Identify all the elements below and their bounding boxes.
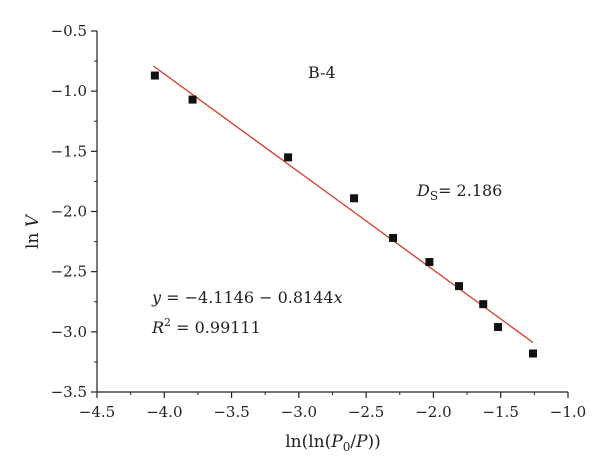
data-point: [494, 323, 503, 332]
data-points: [150, 71, 538, 358]
data-point: [454, 282, 463, 291]
data-point: [188, 95, 197, 104]
y-tick-label: −1.5: [51, 142, 87, 160]
y-tick-label: −3.5: [51, 383, 87, 401]
x-tick-label: −1.0: [550, 403, 586, 421]
data-point: [529, 349, 538, 358]
fit-equation: y = −4.1146 − 0.8144x: [151, 288, 343, 307]
data-point: [479, 300, 488, 309]
y-ticks: −0.5 −1.0 −1.5 −2.0 −2.5 −3.0 −3.5: [51, 22, 97, 401]
x-tick-label: −1.5: [482, 403, 518, 421]
x-axis-title: ln(ln(P0/P)): [285, 432, 381, 454]
y-tick-label: −2.0: [51, 203, 87, 221]
plot-axes: [96, 31, 568, 393]
data-point: [150, 71, 159, 80]
y-tick-label: −3.0: [51, 323, 87, 341]
r-squared: R2 = 0.99111: [151, 316, 261, 337]
x-ticks: −4.5 −4.0 −3.5 −3.0 −2.5 −2.0 −1.5 −1.0: [79, 392, 586, 421]
fractal-dimension-label: DS= 2.186: [416, 181, 502, 203]
y-tick-label: −1.0: [51, 82, 87, 100]
y-axis-title: ln V: [23, 213, 43, 249]
x-tick-label: −4.0: [146, 403, 182, 421]
sample-label: B-4: [308, 63, 336, 82]
fit-line: [153, 65, 534, 344]
x-tick-label: −3.0: [281, 403, 317, 421]
x-tick-label: −2.0: [415, 403, 451, 421]
y-tick-label: −2.5: [51, 263, 87, 281]
data-point: [425, 258, 434, 267]
data-point: [389, 233, 398, 242]
fit-line-group: [153, 65, 534, 344]
x-tick-label: −3.5: [213, 403, 249, 421]
data-point: [350, 194, 359, 203]
y-tick-label: −0.5: [51, 22, 87, 40]
data-point: [284, 153, 293, 162]
x-tick-label: −4.5: [79, 403, 115, 421]
x-tick-label: −2.5: [348, 403, 384, 421]
